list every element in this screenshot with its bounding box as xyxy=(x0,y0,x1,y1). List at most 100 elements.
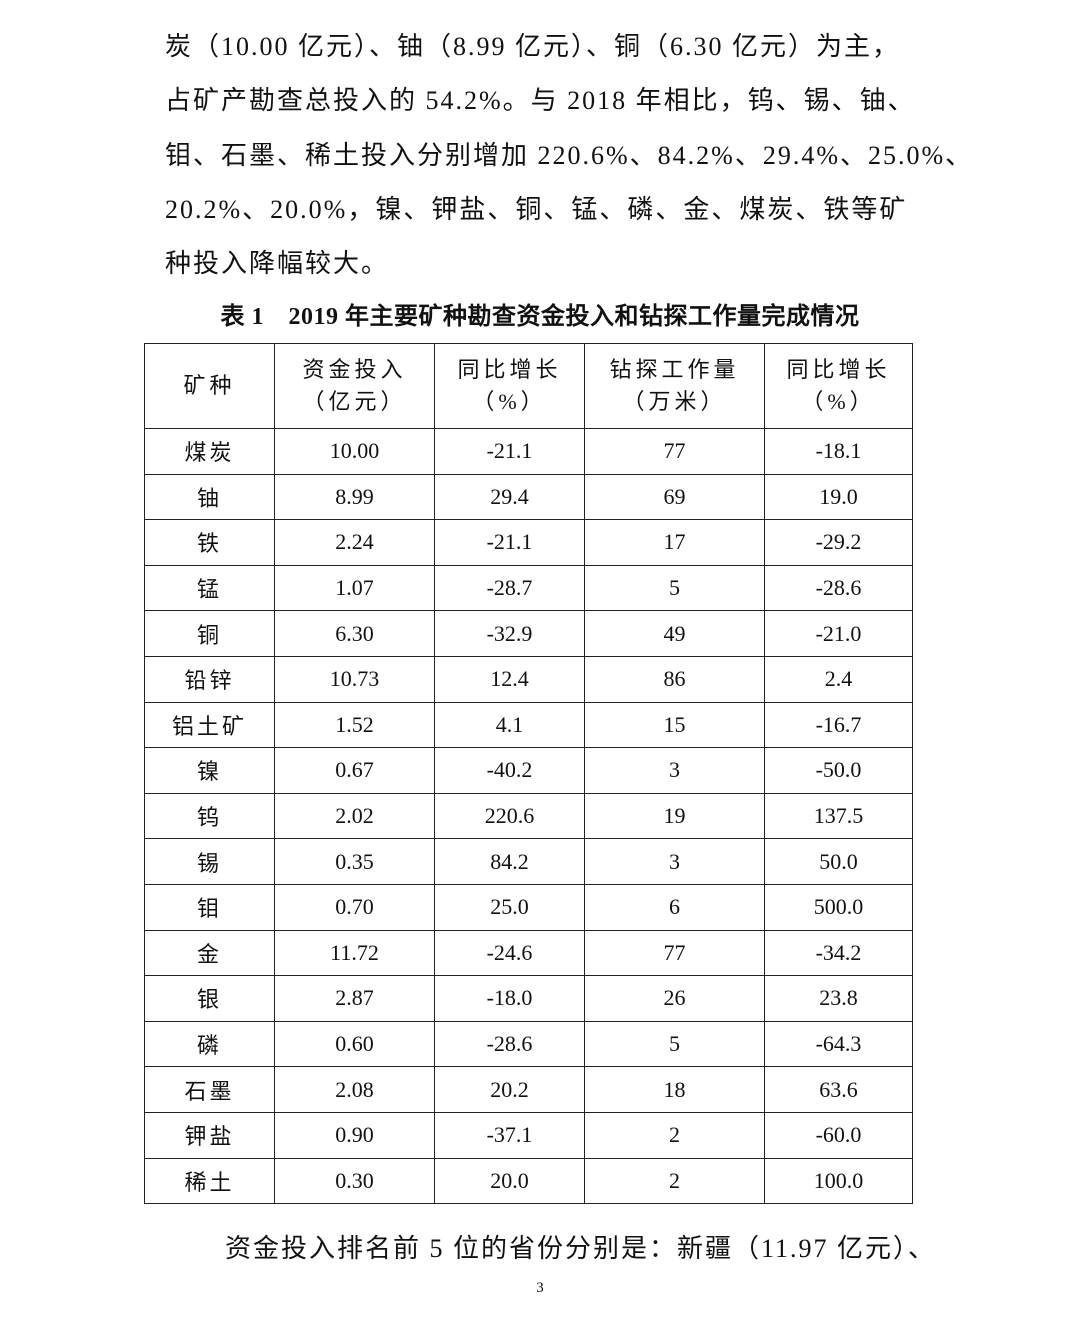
table-row: 钼 0.70 25.0 6 500.0 xyxy=(144,883,913,931)
table-cell: 1.52 xyxy=(274,701,435,749)
table-cell: -16.7 xyxy=(764,701,913,749)
table-cell: 10.00 xyxy=(274,428,435,475)
table-row: 稀土 0.30 20.0 2 100.0 xyxy=(144,1157,913,1205)
table-cell: 23.8 xyxy=(764,975,913,1022)
table-cell: 0.70 xyxy=(274,883,435,931)
table-cell: 2.02 xyxy=(274,792,435,840)
paragraph-line: 炭（10.00 亿元）、铀（8.99 亿元）、铜（6.30 亿元）为主， xyxy=(165,32,901,61)
table-cell: -21.1 xyxy=(434,428,585,475)
table-cell: 15 xyxy=(584,701,765,749)
table-cell: 6 xyxy=(584,883,765,931)
table-cell: 49 xyxy=(584,610,765,657)
table-row: 钾盐 0.90 -37.1 2 -60.0 xyxy=(144,1111,913,1159)
table-cell: 12.4 xyxy=(434,655,585,703)
table-cell: 铀 xyxy=(144,473,275,521)
table-cell: 0.35 xyxy=(274,838,435,885)
table-row: 钨 2.02 220.6 19 137.5 xyxy=(144,792,913,840)
table-cell: 钨 xyxy=(144,792,275,840)
table-cell: 0.90 xyxy=(274,1111,435,1159)
table-cell: -28.7 xyxy=(434,564,585,612)
table-cell: 2.87 xyxy=(274,975,435,1022)
table-cell: 2.4 xyxy=(764,655,913,703)
table-cell: 19 xyxy=(584,792,765,840)
table-cell: -28.6 xyxy=(764,564,913,612)
table-cell: 500.0 xyxy=(764,883,913,931)
table-cell: -34.2 xyxy=(764,929,913,977)
table-cell: 2.24 xyxy=(274,519,435,566)
table-cell: 2 xyxy=(584,1157,765,1205)
column-header: 矿种 xyxy=(144,343,275,429)
table-row: 铅锌 10.73 12.4 86 2.4 xyxy=(144,655,913,703)
table-cell: 77 xyxy=(584,428,765,475)
column-header-line: 资金投入 xyxy=(302,357,407,382)
table-cell: 5 xyxy=(584,564,765,612)
paragraph-top: 炭（10.00 亿元）、铀（8.99 亿元）、铜（6.30 亿元）为主， 占矿产勘… xyxy=(165,20,974,291)
table-cell: 29.4 xyxy=(434,473,585,521)
column-header-line: （万米） xyxy=(622,389,727,414)
column-header-line: 矿种 xyxy=(183,373,236,398)
paragraph-line: 占矿产勘查总投入的 54.2%。与 2018 年相比，钨、锡、铀、 xyxy=(165,86,916,116)
table-row: 银 2.87 -18.0 26 23.8 xyxy=(144,975,913,1022)
table-cell: -21.0 xyxy=(764,610,913,657)
table-row: 煤炭 10.00 -21.1 77 -18.1 xyxy=(144,428,913,475)
column-header-line: （亿元） xyxy=(302,389,407,414)
table-cell: 20.2 xyxy=(434,1066,585,1113)
paragraph-bottom: 资金投入排名前 5 位的省份分别是：新疆（11.97 亿元）、 xyxy=(225,1234,937,1263)
table-row: 镍 0.67 -40.2 3 -50.0 xyxy=(144,747,913,794)
table-cell: 锡 xyxy=(144,838,275,885)
table-cell: 8.99 xyxy=(274,473,435,521)
table-row: 铀 8.99 29.4 69 19.0 xyxy=(144,473,913,521)
column-header: 同比增长 （%） xyxy=(764,343,913,429)
table-cell: -29.2 xyxy=(764,519,913,566)
table-cell: -37.1 xyxy=(434,1111,585,1159)
table-cell: -21.1 xyxy=(434,519,585,566)
mineral-table: 矿种 资金投入 （亿元） 同比增长 （%） 钻探工作量 （万米） 同比增长 （%） 煤炭 10.0… xyxy=(144,343,913,1205)
table-cell: 84.2 xyxy=(434,838,585,885)
table-header-row: 矿种 资金投入 （亿元） 同比增长 （%） 钻探工作量 （万米） 同比增长 （%） xyxy=(144,343,913,429)
table-cell: 17 xyxy=(584,519,765,566)
table-cell: 18 xyxy=(584,1066,765,1113)
table-cell: 石墨 xyxy=(144,1066,275,1113)
table-cell: 26 xyxy=(584,975,765,1022)
table-cell: 锰 xyxy=(144,564,275,612)
table-row: 金 11.72 -24.6 77 -34.2 xyxy=(144,929,913,977)
table-cell: 0.30 xyxy=(274,1157,435,1205)
table-cell: 铜 xyxy=(144,610,275,657)
table-cell: 220.6 xyxy=(434,792,585,840)
table-cell: -40.2 xyxy=(434,747,585,794)
column-header: 钻探工作量 （万米） xyxy=(584,343,765,429)
table-cell: 20.0 xyxy=(434,1157,585,1205)
table-cell: 5 xyxy=(584,1020,765,1068)
table-row: 铁 2.24 -21.1 17 -29.2 xyxy=(144,519,913,566)
table-cell: -18.1 xyxy=(764,428,913,475)
table-cell: 煤炭 xyxy=(144,428,275,475)
table-cell: 11.72 xyxy=(274,929,435,977)
column-header-line: 同比增长 xyxy=(457,357,562,382)
table-cell: 0.60 xyxy=(274,1020,435,1068)
table-cell: -64.3 xyxy=(764,1020,913,1068)
table-cell: 稀土 xyxy=(144,1157,275,1205)
table-row: 磷 0.60 -28.6 5 -64.3 xyxy=(144,1020,913,1068)
paragraph-line: 钼、石墨、稀土投入分别增加 220.6%、84.2%、29.4%、25.0%、 xyxy=(165,140,974,170)
table-cell: 100.0 xyxy=(764,1157,913,1205)
table-cell: 3 xyxy=(584,838,765,885)
paragraph-line: 种投入降幅较大。 xyxy=(165,249,390,279)
column-header: 同比增长 （%） xyxy=(434,343,585,429)
column-header-line: （%） xyxy=(801,389,876,414)
table-cell: 磷 xyxy=(144,1020,275,1068)
table-cell: 铅锌 xyxy=(144,655,275,703)
table-cell: 137.5 xyxy=(764,792,913,840)
table-cell: 镍 xyxy=(144,747,275,794)
table-cell: 10.73 xyxy=(274,655,435,703)
table-cell: 3 xyxy=(584,747,765,794)
table-row: 铜 6.30 -32.9 49 -21.0 xyxy=(144,610,913,657)
table-cell: 6.30 xyxy=(274,610,435,657)
table-cell: 铝土矿 xyxy=(144,701,275,749)
page-number: 3 xyxy=(536,1280,544,1296)
table-cell: -28.6 xyxy=(434,1020,585,1068)
table-cell: -60.0 xyxy=(764,1111,913,1159)
table-cell: 50.0 xyxy=(764,838,913,885)
table-cell: 钾盐 xyxy=(144,1111,275,1159)
table-cell: 钼 xyxy=(144,883,275,931)
table-cell: 0.67 xyxy=(274,747,435,794)
